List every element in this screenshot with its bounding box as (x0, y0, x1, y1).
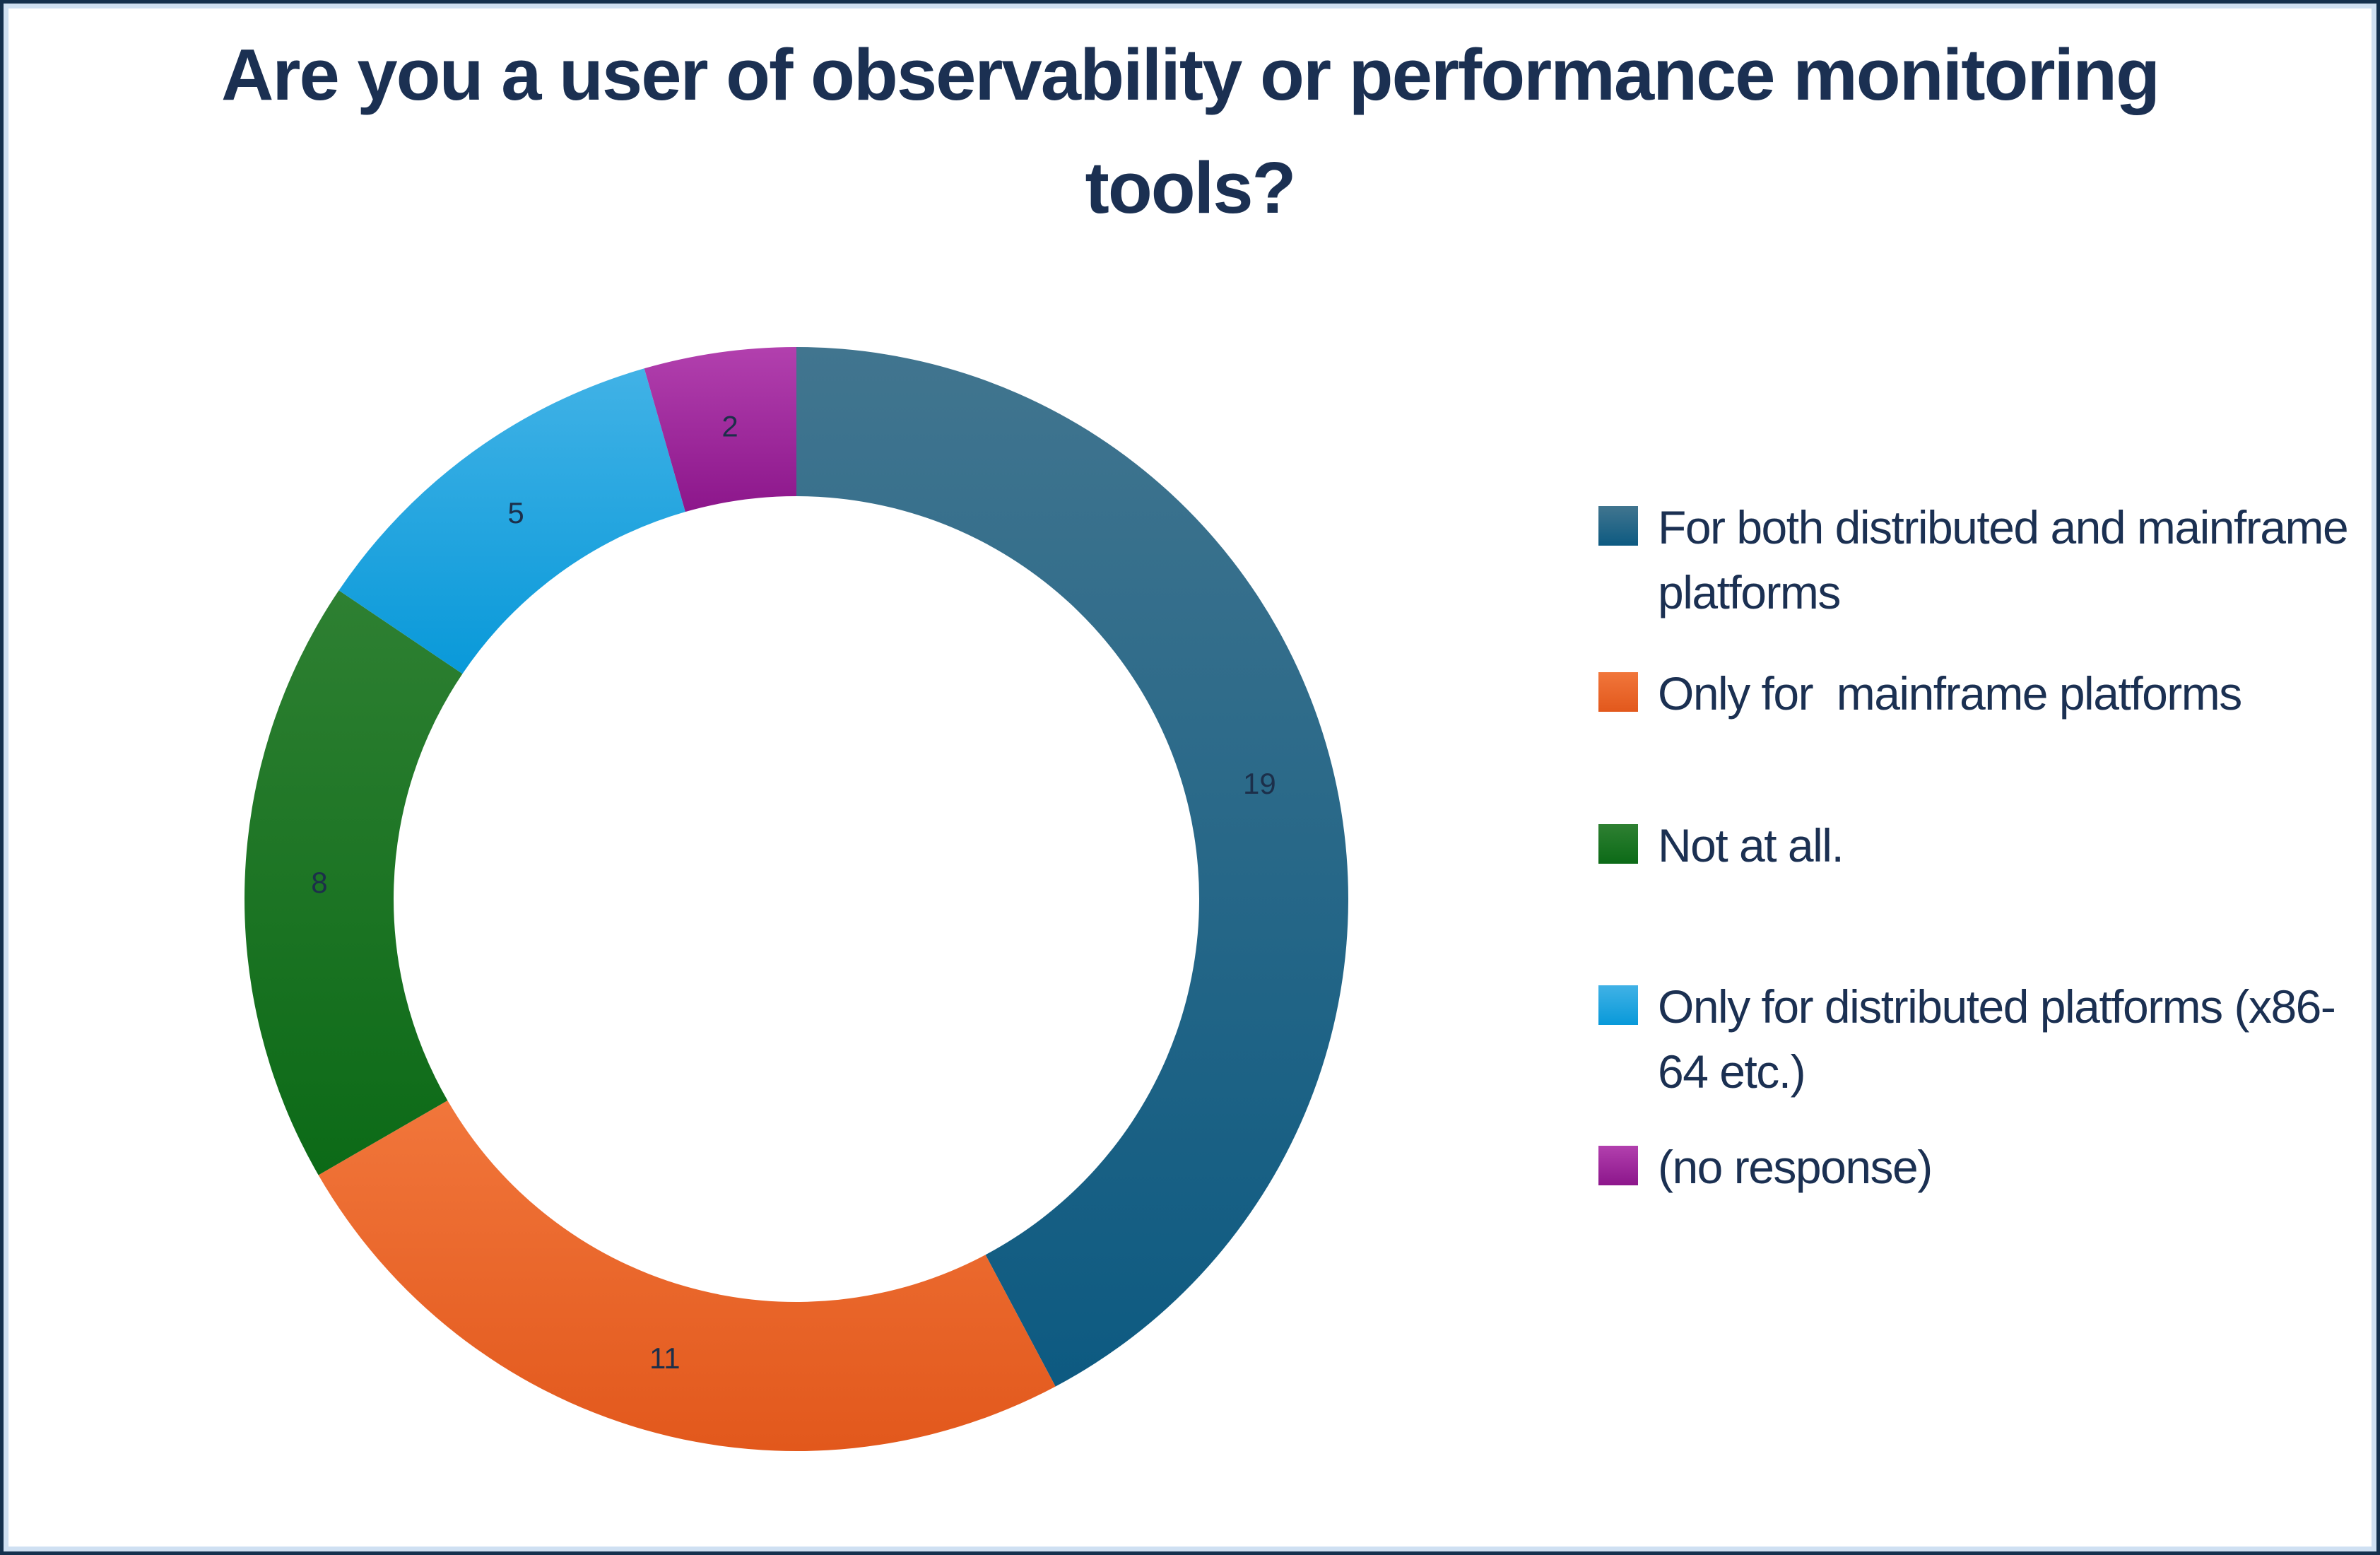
donut-slice-2 (318, 1101, 1056, 1452)
donut-chart: 19 11 8 5 2 (224, 327, 1369, 1472)
chart-title: Are you a user of observability or perfo… (0, 18, 2380, 244)
legend-label: For both distributed and mainframe platf… (1658, 501, 2360, 619)
slice-value-label: 2 (721, 410, 738, 443)
legend-label: Only for mainframe platforms (1658, 667, 2242, 720)
slice-value-label: 19 (1243, 767, 1276, 800)
chart-title-line1: Are you a user of observability or perfo… (221, 34, 2160, 115)
donut-slice-5 (644, 347, 796, 512)
legend-label: (no response) (1658, 1141, 1933, 1193)
legend-label: Not at all. (1658, 819, 1844, 872)
slice-value-label: 5 (507, 496, 524, 529)
chart-title-line2: tools? (1085, 146, 1297, 228)
legend-item: Only for distributed platforms (x86-64 e… (1598, 974, 2369, 1105)
slice-value-label: 11 (649, 1342, 681, 1375)
legend-swatch (1598, 985, 1638, 1025)
legend-item: Not at all. (1598, 813, 2369, 878)
legend-label: Only for distributed platforms (x86-64 e… (1658, 980, 2336, 1098)
donut-slice-4 (338, 368, 685, 674)
legend-item: (no response) (1598, 1134, 2369, 1199)
legend-item: Only for mainframe platforms (1598, 661, 2369, 726)
legend-swatch (1598, 1146, 1638, 1185)
legend-item: For both distributed and mainframe platf… (1598, 495, 2369, 626)
donut-slice-3 (244, 590, 463, 1175)
donut-chart-svg: 19 11 8 5 2 (244, 347, 1348, 1452)
legend-swatch (1598, 506, 1638, 546)
legend-swatch (1598, 824, 1638, 864)
legend-swatch (1598, 672, 1638, 712)
slice-value-label: 8 (311, 866, 327, 899)
donut-slice-1 (796, 347, 1348, 1387)
